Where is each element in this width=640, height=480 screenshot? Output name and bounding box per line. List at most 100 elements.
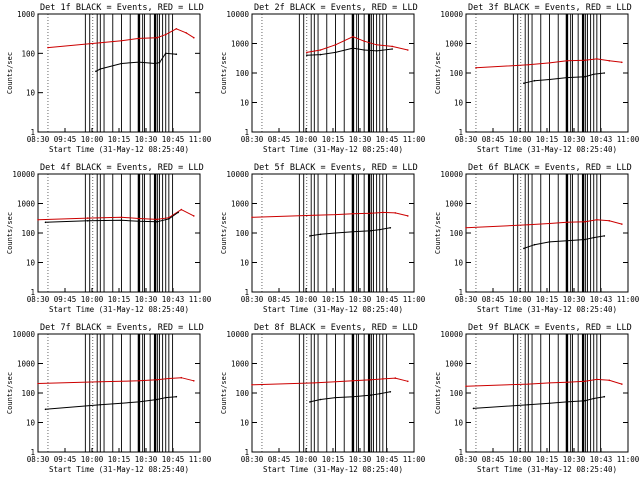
panel-det-2: Det 2f BLACK = Events, RED = LLD 1 10 100 10…: [220, 3, 426, 154]
y-tick-label: 1000: [17, 10, 36, 19]
lld-data-point: [185, 32, 188, 34]
events-data-point: [309, 401, 311, 403]
panel-title: Det 1f BLACK = Events, RED = LLD: [40, 3, 204, 13]
y-tick-label: 1000: [17, 200, 36, 209]
events-data-point: [378, 392, 381, 395]
x-tick-label: 10:00: [509, 295, 532, 304]
y-tick-label: 1000: [445, 360, 464, 369]
lld-data-point: [548, 222, 551, 225]
plot-frame: [465, 173, 629, 293]
events-data-point: [527, 403, 530, 406]
y-axis-label: Counts/sec: [6, 372, 14, 414]
y-tick-label: 1000: [231, 40, 250, 49]
lld-data-point: [527, 383, 530, 385]
lld-data-point: [566, 381, 568, 384]
x-tick-label: 10:15: [322, 135, 345, 144]
lld-data-point: [175, 28, 178, 30]
x-tick-label: 11:00: [189, 135, 212, 144]
lld-data-point: [370, 212, 372, 214]
panel-title: Det 5f BLACK = Events, RED = LLD: [254, 163, 418, 173]
events-data-point: [592, 397, 595, 400]
events-data-point: [533, 243, 536, 246]
lld-data-point: [313, 214, 316, 216]
x-tick-label: 09:45: [54, 295, 77, 304]
lld-data-point: [584, 59, 586, 62]
x-axis-label: Start Time (31-May-12 08:25:40): [49, 305, 189, 314]
events-data-point: [138, 61, 140, 63]
x-tick-label: 10:00: [509, 135, 532, 144]
events-series-line: [95, 52, 177, 72]
y-tick-label: 1: [30, 448, 35, 457]
panel-det-9: Det 9f BLACK = Events, RED = LLD 1 10 100 10…: [434, 323, 640, 474]
y-tick-label: 10: [454, 419, 464, 428]
lld-data-point: [382, 378, 384, 380]
lld-data-point: [465, 385, 467, 388]
lld-data-point: [382, 211, 384, 214]
events-data-point: [175, 395, 178, 398]
panel-title: Det 7f BLACK = Events, RED = LLD: [40, 323, 204, 333]
x-tick-label: 10:00: [295, 135, 318, 144]
lld-data-point: [319, 49, 322, 51]
events-data-point: [548, 78, 551, 81]
events-data-point: [95, 70, 97, 73]
panel-title: Det 6f BLACK = Events, RED = LLD: [468, 163, 632, 173]
lld-data-point: [608, 60, 611, 62]
y-tick-label: 1: [244, 128, 249, 137]
x-tick-label: 11:00: [403, 455, 426, 464]
events-data-point: [389, 227, 392, 229]
y-tick-label: 10000: [12, 330, 35, 339]
lld-data-point: [621, 223, 623, 225]
events-data-point: [352, 395, 354, 398]
x-tick-label: 08:30: [27, 455, 50, 464]
lld-data-point: [37, 382, 39, 385]
x-tick-label: 10:30: [349, 295, 372, 304]
lld-data-point: [37, 219, 39, 221]
y-tick-label: 100: [21, 49, 35, 58]
lld-data-point: [391, 45, 394, 48]
lld-data-point: [99, 381, 102, 383]
plot-frame: [37, 333, 201, 453]
plot-frame: [37, 173, 201, 293]
x-tick-label: 11:00: [189, 455, 212, 464]
x-tick-label: 10:45: [376, 295, 399, 304]
events-data-point: [334, 232, 337, 234]
y-tick-label: 100: [21, 229, 35, 238]
y-tick-label: 1: [30, 128, 35, 137]
x-tick-label: 10:30: [135, 295, 158, 304]
lld-data-point: [394, 212, 397, 214]
x-tick-label: 10:15: [536, 135, 559, 144]
lld-series-line: [37, 209, 195, 221]
panel-det-8: Det 8f BLACK = Events, RED = LLD 1 10 100 10…: [220, 323, 426, 474]
events-data-point: [44, 408, 47, 411]
y-tick-label: 10: [454, 99, 464, 108]
x-tick-label: 10:30: [349, 455, 372, 464]
lld-data-point: [527, 224, 530, 226]
events-data-point: [378, 228, 381, 231]
x-tick-label: 10:45: [162, 455, 185, 464]
panel-det-3: Det 3f BLACK = Events, RED = LLD 1 10 100 10…: [434, 3, 640, 154]
events-data-point: [120, 402, 123, 405]
y-tick-label: 10: [240, 259, 250, 268]
x-tick-label: 08:30: [241, 295, 264, 304]
lld-data-point: [566, 221, 568, 224]
events-data-point: [175, 53, 178, 55]
lld-data-point: [193, 380, 195, 382]
events-data-point: [566, 76, 568, 79]
events-data-point: [370, 229, 372, 232]
y-tick-label: 10: [240, 99, 250, 108]
x-tick-label: 10:45: [376, 455, 399, 464]
lld-data-point: [156, 218, 158, 221]
x-tick-label: 11:00: [617, 455, 640, 464]
x-tick-label: 08:30: [455, 135, 478, 144]
x-tick-label: 10:15: [108, 455, 131, 464]
y-tick-label: 1000: [445, 200, 464, 209]
x-tick-label: 08:45: [482, 455, 505, 464]
x-tick-label: 10:00: [509, 455, 532, 464]
y-axis-label: Counts/sec: [220, 212, 228, 254]
plot-frame: [465, 333, 629, 453]
x-tick-label: 10:43: [590, 135, 613, 144]
lld-data-point: [352, 212, 354, 215]
x-axis-label: Start Time (31-May-12 08:25:40): [477, 465, 617, 474]
panel-title: Det 4f BLACK = Events, RED = LLD: [40, 163, 204, 173]
x-axis-label: Start Time (31-May-12 08:25:40): [477, 305, 617, 314]
